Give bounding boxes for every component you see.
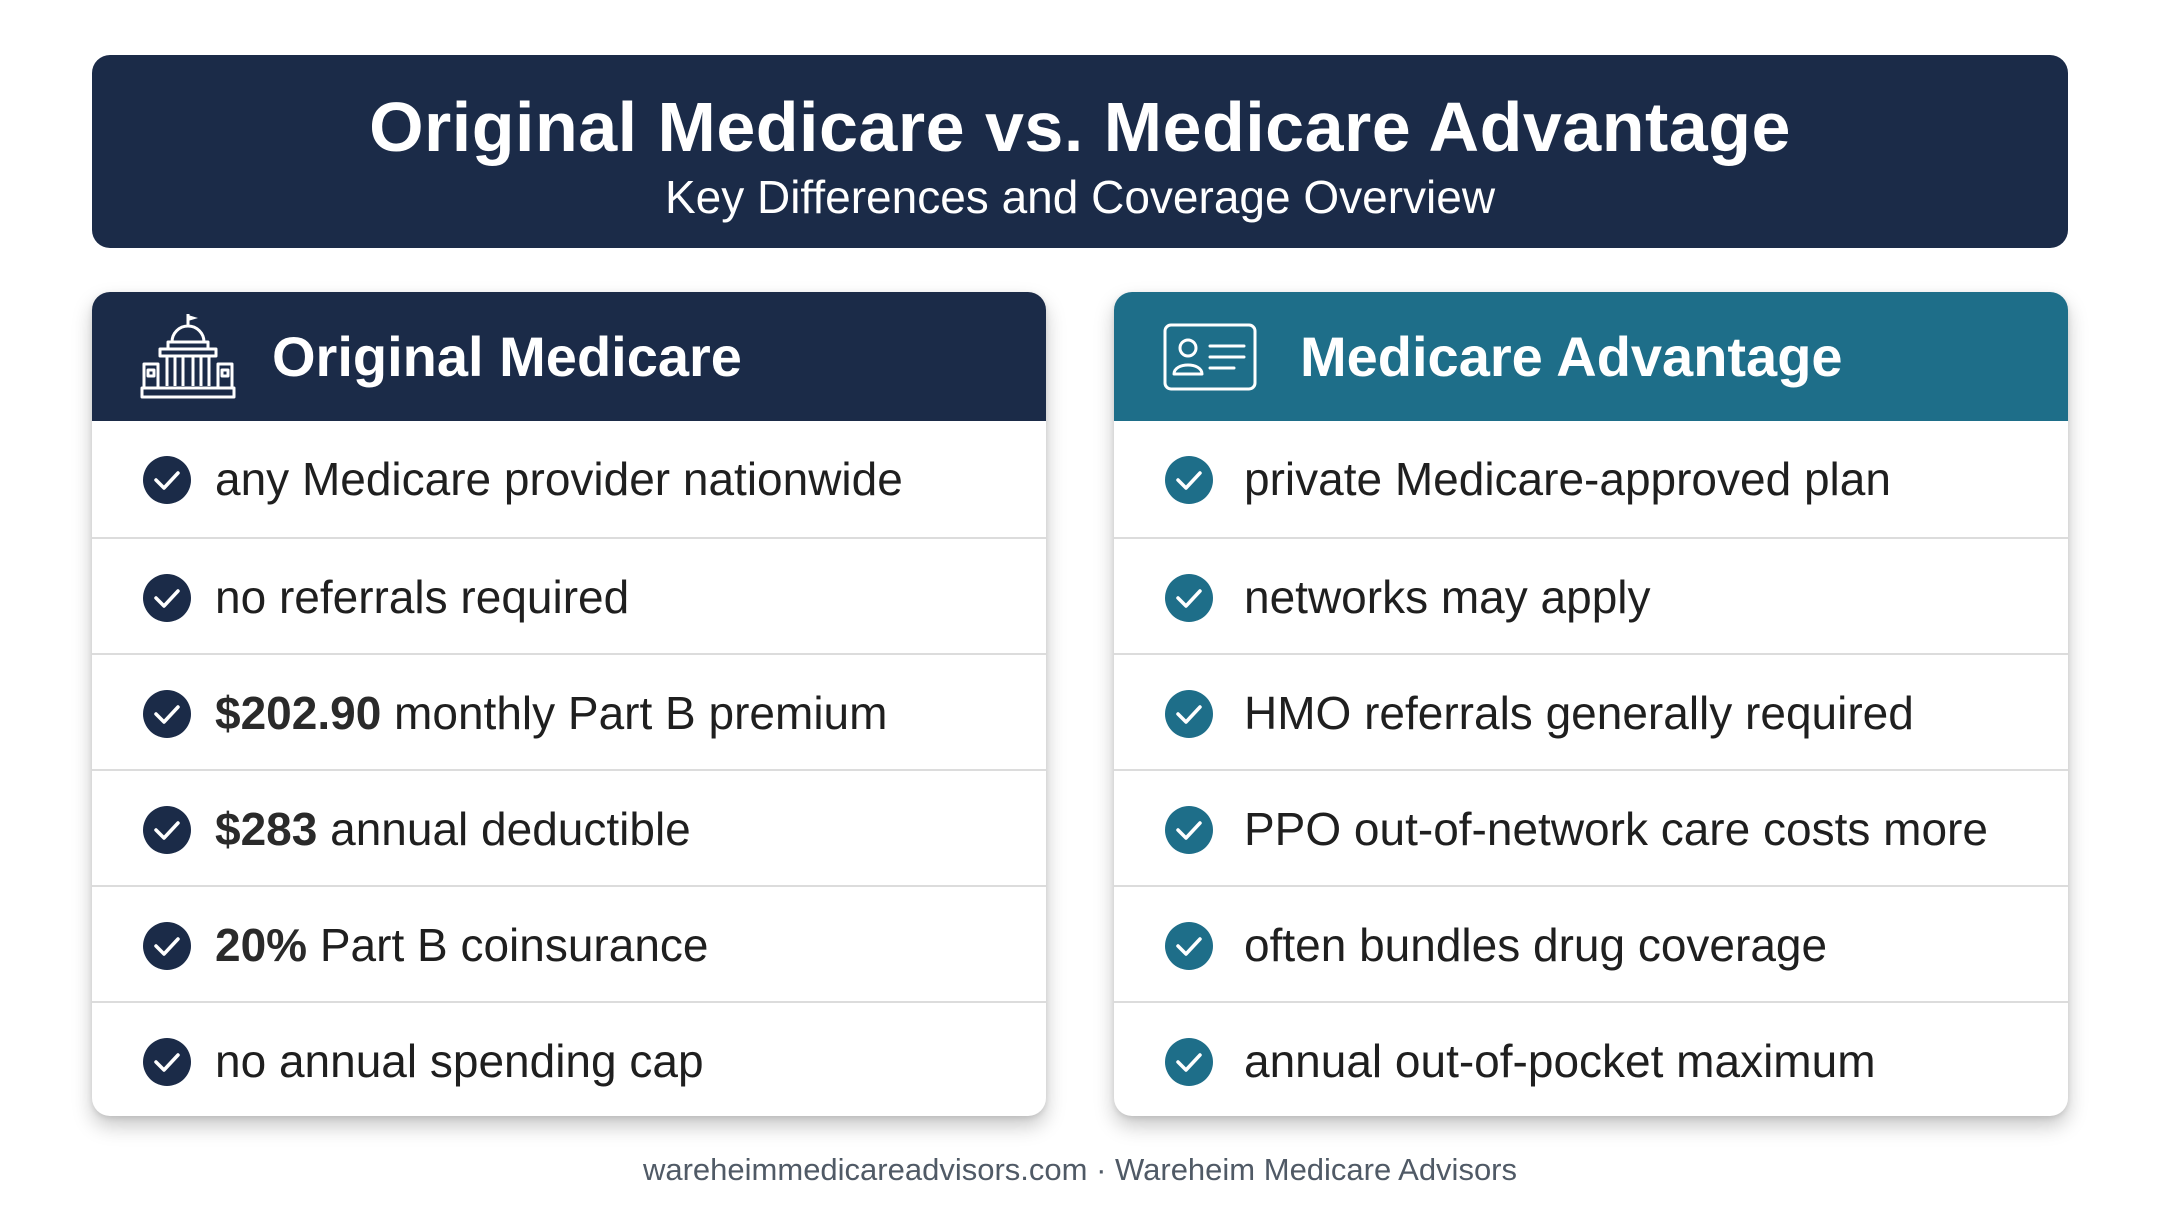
list-item-text: no referrals required: [215, 539, 629, 655]
list-item: annual out-of-pocket maximum: [1114, 1001, 2068, 1116]
list-item: PPO out-of-network care costs more: [1114, 769, 2068, 885]
list-item: often bundles drug coverage: [1114, 885, 2068, 1001]
check-circle-icon: [143, 1038, 191, 1086]
list-item: no annual spending cap: [92, 1001, 1046, 1116]
check-circle-icon: [1165, 922, 1213, 970]
list-item-label: HMO referrals generally required: [1244, 687, 1914, 739]
list-item-text: HMO referrals generally required: [1244, 655, 1914, 771]
capitol-building-icon: [140, 314, 236, 399]
page-subtitle: Key Differences and Coverage Overview: [664, 171, 1496, 223]
list-item-label: networks may apply: [1244, 571, 1651, 623]
list-item-text: networks may apply: [1244, 539, 1651, 655]
original-medicare-card-header: Original Medicare: [92, 292, 1046, 421]
list-item-label: private Medicare-approved plan: [1244, 453, 1891, 505]
original-medicare-card: Original Medicare any Medicare provider …: [92, 292, 1046, 1116]
header-banner: Original Medicare vs. Medicare Advantage…: [92, 55, 2068, 248]
list-item-text: 20% Part B coinsurance: [215, 887, 709, 1003]
list-item-label: no annual spending cap: [215, 1035, 704, 1087]
check-circle-icon: [1165, 690, 1213, 738]
list-item: any Medicare provider nationwide: [92, 421, 1046, 537]
list-item-text: any Medicare provider nationwide: [215, 421, 903, 537]
list-item-label: PPO out-of-network care costs more: [1244, 803, 1988, 855]
check-circle-icon: [143, 690, 191, 738]
check-circle-icon: [143, 806, 191, 854]
list-item: networks may apply: [1114, 537, 2068, 653]
page-title: Original Medicare vs. Medicare Advantage: [369, 88, 1791, 166]
footer-attribution: wareheimmedicareadvisors.com · Wareheim …: [642, 1152, 1518, 1187]
check-circle-icon: [1165, 1038, 1213, 1086]
list-item-text: private Medicare-approved plan: [1244, 421, 1891, 537]
list-item: $202.90 monthly Part B premium: [92, 653, 1046, 769]
check-circle-icon: [143, 574, 191, 622]
list-item-text: $202.90 monthly Part B premium: [215, 655, 887, 771]
list-item-label: annual deductible: [317, 803, 691, 855]
list-item-label: monthly Part B premium: [381, 687, 888, 739]
list-item-text: $283 annual deductible: [215, 771, 691, 887]
list-item-text: PPO out-of-network care costs more: [1244, 771, 1988, 887]
list-item: no referrals required: [92, 537, 1046, 653]
list-item-label: no referrals required: [215, 571, 630, 623]
list-item-highlight: 20%: [215, 919, 308, 971]
list-item-label: often bundles drug coverage: [1244, 919, 1828, 971]
id-card-icon: [1163, 323, 1257, 391]
check-circle-icon: [143, 922, 191, 970]
list-item-label: annual out-of-pocket maximum: [1244, 1035, 1876, 1087]
list-item-text: no annual spending cap: [215, 1003, 704, 1116]
medicare-advantage-title: Medicare Advantage: [1300, 325, 1843, 388]
check-circle-icon: [1165, 574, 1213, 622]
list-item: HMO referrals generally required: [1114, 653, 2068, 769]
medicare-advantage-list: private Medicare-approved plan networks m…: [1114, 421, 2068, 1116]
medicare-advantage-card: Medicare Advantage private Medicare-appr…: [1114, 292, 2068, 1116]
original-medicare-title: Original Medicare: [272, 325, 742, 388]
list-item-label: Part B coinsurance: [307, 919, 709, 971]
list-item: private Medicare-approved plan: [1114, 421, 2068, 537]
check-circle-icon: [1165, 806, 1213, 854]
list-item: $283 annual deductible: [92, 769, 1046, 885]
check-circle-icon: [143, 456, 191, 504]
list-item-highlight: $283: [215, 803, 318, 855]
list-item-text: often bundles drug coverage: [1244, 887, 1827, 1003]
list-item-highlight: $202.90: [215, 687, 382, 739]
list-item-text: annual out-of-pocket maximum: [1244, 1003, 1876, 1116]
medicare-advantage-card-header: Medicare Advantage: [1114, 292, 2068, 421]
original-medicare-list: any Medicare provider nationwide no refer…: [92, 421, 1046, 1116]
list-item: 20% Part B coinsurance: [92, 885, 1046, 1001]
check-circle-icon: [1165, 456, 1213, 504]
list-item-label: any Medicare provider nationwide: [215, 453, 903, 505]
